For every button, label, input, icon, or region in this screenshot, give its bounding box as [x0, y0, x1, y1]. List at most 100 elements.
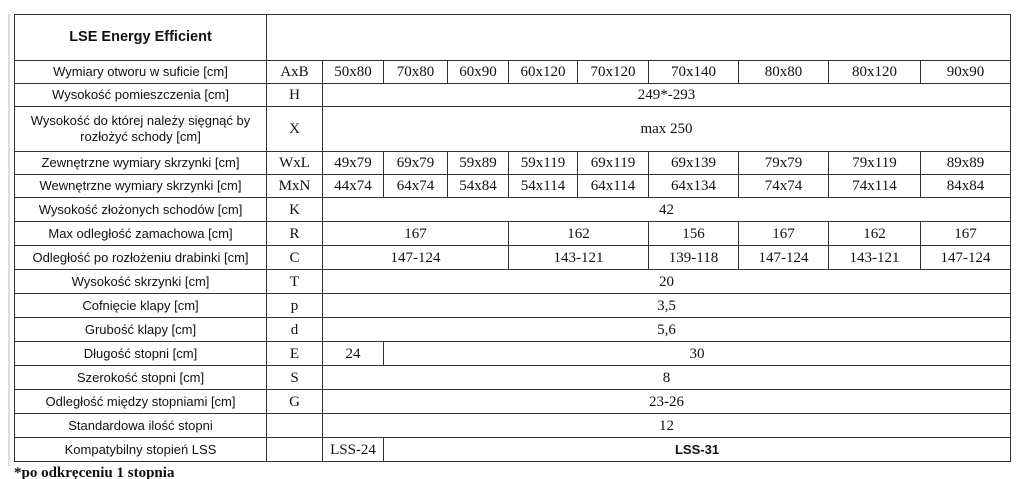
value-cell: 44x74 — [322, 174, 384, 198]
value-cell: 74x74 — [738, 174, 829, 198]
spec-table: LSE Energy Efficient Wymiary otworu w su… — [14, 14, 1012, 462]
value-cell: LSS-31 — [382, 437, 1012, 462]
value-cell: 167 — [919, 221, 1012, 246]
value-cell: max 250 — [321, 106, 1012, 152]
param-symbol: T — [266, 269, 323, 294]
value-cell: 79x79 — [738, 151, 829, 175]
page-edge-artifact — [8, 14, 10, 466]
row-label: Wysokość skrzynki [cm] — [14, 269, 267, 294]
row-label: Wysokość pomieszczenia [cm] — [14, 83, 267, 107]
value-cell: 49x79 — [322, 151, 384, 175]
value-cell: 79x119 — [828, 151, 921, 175]
value-cell: 249*-293 — [321, 83, 1012, 107]
value-cell: 30 — [382, 341, 1012, 366]
row-label: Wewnętrzne wymiary skrzynki [cm] — [14, 174, 267, 198]
value-cell: 143-121 — [828, 245, 921, 270]
table-row-step-width: Szerokość stopni [cm] S 8 — [14, 365, 1012, 390]
table-row-step-length: Długość stopni [cm] E 24 30 — [14, 341, 1012, 366]
value-cell: 20 — [321, 269, 1012, 294]
row-label: Szerokość stopni [cm] — [14, 365, 267, 390]
param-symbol: WxL — [266, 151, 323, 175]
value-cell: 80x80 — [738, 60, 829, 84]
param-symbol: C — [266, 245, 323, 270]
param-symbol — [266, 413, 323, 438]
value-cell: LSS-24 — [322, 437, 384, 462]
value-cell: 162 — [508, 221, 649, 246]
value-cell: 167 — [738, 221, 829, 246]
value-cell: 42 — [321, 197, 1012, 222]
row-label: Odległość między stopniami [cm] — [14, 389, 267, 414]
value-cell: 3,5 — [321, 293, 1012, 318]
param-symbol: R — [266, 221, 323, 246]
table-row-box-inner: Wewnętrzne wymiary skrzynki [cm] MxN 44x… — [14, 174, 1012, 198]
value-cell: 147-124 — [322, 245, 509, 270]
value-cell: 59x119 — [508, 151, 578, 175]
row-label: Grubość klapy [cm] — [14, 317, 267, 342]
table-row-room-height: Wysokość pomieszczenia [cm] H 249*-293 — [14, 83, 1012, 107]
value-cell: 69x79 — [383, 151, 448, 175]
footnote: *po odkręceniu 1 stopnia — [14, 465, 175, 479]
value-cell: 64x134 — [648, 174, 739, 198]
value-cell: 167 — [322, 221, 509, 246]
table-row-header: LSE Energy Efficient — [14, 14, 1012, 61]
header-blank-area — [265, 14, 1012, 61]
table-row-folded-height: Wysokość złożonych schodów [cm] K 42 — [14, 197, 1012, 222]
table-row-lss: Kompatybilny stopień LSS LSS-24 LSS-31 — [14, 437, 1012, 462]
param-symbol: H — [266, 83, 323, 107]
table-row-flap-recess: Cofnięcie klapy [cm] p 3,5 — [14, 293, 1012, 318]
value-cell: 5,6 — [321, 317, 1012, 342]
spec-table-container: LSE Energy Efficient Wymiary otworu w su… — [14, 14, 1012, 479]
row-label: Zewnętrzne wymiary skrzynki [cm] — [14, 151, 267, 175]
value-cell: 59x89 — [447, 151, 509, 175]
value-cell: 54x114 — [508, 174, 578, 198]
row-label: Odległość po rozłożeniu drabinki [cm] — [14, 245, 267, 270]
value-cell: 74x114 — [828, 174, 921, 198]
value-cell: 80x120 — [828, 60, 921, 84]
value-cell: 64x114 — [577, 174, 649, 198]
value-cell: 69x139 — [648, 151, 739, 175]
value-cell: 162 — [828, 221, 921, 246]
param-symbol: AxB — [266, 60, 323, 84]
table-row-flap-thickness: Grubość klapy [cm] d 5,6 — [14, 317, 1012, 342]
value-cell: 84x84 — [919, 174, 1012, 198]
value-cell: 69x119 — [577, 151, 649, 175]
param-symbol: MxN — [266, 174, 323, 198]
value-cell: 24 — [322, 341, 384, 366]
table-row-unfolded: Odległość po rozłożeniu drabinki [cm] C … — [14, 245, 1012, 270]
param-symbol: p — [266, 293, 323, 318]
table-row-step-count: Standardowa ilość stopni 12 — [14, 413, 1012, 438]
value-cell: 54x84 — [447, 174, 509, 198]
value-cell: 156 — [648, 221, 739, 246]
table-row-box-height: Wysokość skrzynki [cm] T 20 — [14, 269, 1012, 294]
value-cell: 70x80 — [383, 60, 448, 84]
value-cell: 143-121 — [508, 245, 649, 270]
param-symbol: K — [266, 197, 323, 222]
param-symbol: E — [266, 341, 323, 366]
table-row-box-outer: Zewnętrzne wymiary skrzynki [cm] WxL 49x… — [14, 151, 1012, 175]
param-symbol: G — [266, 389, 323, 414]
value-cell: 90x90 — [919, 60, 1012, 84]
param-symbol: d — [266, 317, 323, 342]
value-cell: 147-124 — [738, 245, 829, 270]
param-symbol: X — [266, 106, 323, 152]
value-cell: 23-26 — [321, 389, 1012, 414]
row-label: Kompatybilny stopień LSS — [14, 437, 267, 462]
value-cell: 50x80 — [322, 60, 384, 84]
value-cell: 60x120 — [508, 60, 578, 84]
row-label: Długość stopni [cm] — [14, 341, 267, 366]
row-label: Wysokość do której należy sięgnąć by roz… — [14, 106, 267, 152]
table-row-swing: Max odległość zamachowa [cm] R 167 162 1… — [14, 221, 1012, 246]
product-title: LSE Energy Efficient — [14, 14, 267, 61]
value-cell: 8 — [321, 365, 1012, 390]
value-cell: 12 — [321, 413, 1012, 438]
value-cell: 70x140 — [648, 60, 739, 84]
table-row-step-spacing: Odległość między stopniami [cm] G 23-26 — [14, 389, 1012, 414]
row-label: Cofnięcie klapy [cm] — [14, 293, 267, 318]
param-symbol — [266, 437, 323, 462]
param-symbol: S — [266, 365, 323, 390]
value-cell: 139-118 — [648, 245, 739, 270]
value-cell: 60x90 — [447, 60, 509, 84]
value-cell: 70x120 — [577, 60, 649, 84]
row-label: Wymiary otworu w suficie [cm] — [14, 60, 267, 84]
